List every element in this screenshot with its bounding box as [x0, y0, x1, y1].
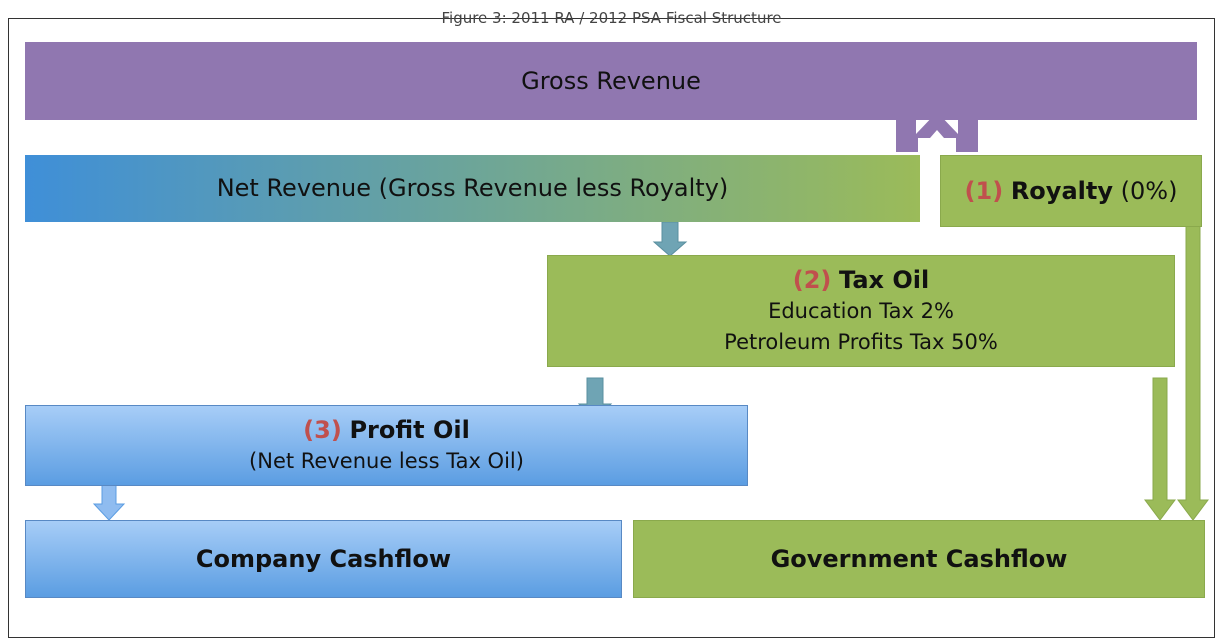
node-net-revenue: Net Revenue (Gross Revenue less Royalty)	[25, 155, 920, 222]
label: Government Cashflow	[770, 544, 1068, 573]
label: Company Cashflow	[195, 544, 452, 573]
node-tax-oil: (2) Tax Oil Education Tax 2% Petroleum P…	[547, 255, 1175, 367]
node-company-cashflow: Company Cashflow	[25, 520, 622, 598]
heading: (3) Profit Oil	[303, 415, 470, 446]
line: (Net Revenue less Tax Oil)	[249, 448, 524, 473]
heading: (1) Royalty (0%)	[965, 176, 1178, 207]
number: (1)	[964, 176, 1004, 205]
arrow-royalty-to-gov	[1177, 224, 1209, 521]
heading: (2) Tax Oil	[793, 265, 929, 296]
label: Net Revenue (Gross Revenue less Royalty)	[216, 174, 729, 202]
detail: (0%)	[1120, 176, 1178, 205]
label: Tax Oil	[839, 265, 930, 294]
number: (3)	[303, 415, 342, 444]
node-royalty: (1) Royalty (0%)	[940, 155, 1202, 227]
label: Profit Oil	[349, 415, 470, 444]
caption: Figure 3: 2011 RA / 2012 PSA Fiscal Stru…	[441, 9, 782, 27]
number: (2)	[792, 265, 832, 294]
arrows	[92, 112, 1209, 521]
line: Petroleum Profits Tax 50%	[724, 329, 998, 354]
arrow-royalty	[896, 112, 978, 152]
node-profit-oil: (3) Profit Oil (Net Revenue less Tax Oil…	[25, 405, 748, 486]
label: Royalty	[1010, 176, 1113, 205]
node-government-cashflow: Government Cashflow	[633, 520, 1205, 598]
node-gross-revenue: Gross Revenue	[25, 42, 1197, 120]
page: Figure 3: 2011 RA / 2012 PSA Fiscal Stru…	[8, 9, 1215, 638]
arrow-profit-to-company	[92, 483, 126, 521]
arrow-tax-to-gov	[1144, 377, 1176, 521]
label: Gross Revenue	[521, 66, 701, 95]
line: Education Tax 2%	[768, 298, 954, 323]
arrow-net-to-tax	[652, 221, 688, 257]
